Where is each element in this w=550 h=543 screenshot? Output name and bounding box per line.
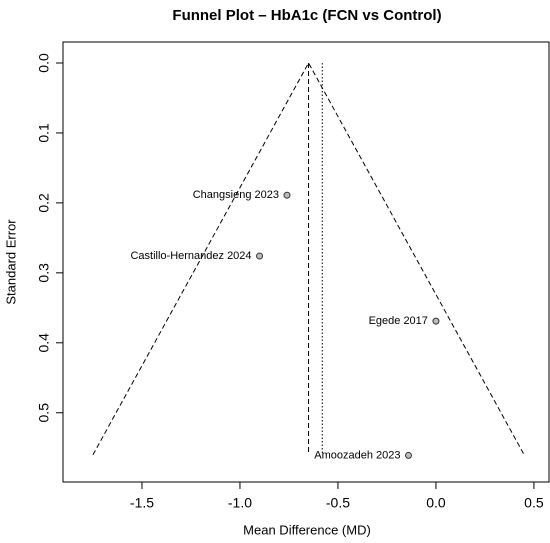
y-axis-label: Standard Error [3,219,18,305]
funnel-line [92,61,525,455]
point [432,317,440,325]
x-axis-label: Mean Difference (MD) [243,522,371,537]
y-tick-label: 0.3 [36,263,52,283]
chart-title: Funnel Plot – HbA1c (FCN vs Control) [172,7,441,24]
x-tick-label: -0.5 [326,495,350,511]
x-tick-label: -1.0 [228,495,252,511]
x-tick-label: 0.0 [426,495,446,511]
point [404,451,412,459]
point-label: Amoozadeh 2023 [314,449,400,461]
point-label: Changsieng 2023 [193,189,279,201]
point-label: Egede 2017 [369,315,428,327]
point-label: Castillo-Hernandez 2024 [130,250,251,262]
plot-frame [62,41,550,483]
y-tick-label: 0.4 [36,333,52,353]
y-tick-label: 0.2 [36,193,52,213]
x-tick-label: 0.5 [524,495,544,511]
point [283,191,291,199]
point [256,252,264,260]
y-tick-label: 0.0 [36,53,52,73]
x-tick-label: -1.5 [130,495,154,511]
y-tick-label: 0.5 [36,403,52,423]
y-tick-label: 0.1 [36,123,52,143]
